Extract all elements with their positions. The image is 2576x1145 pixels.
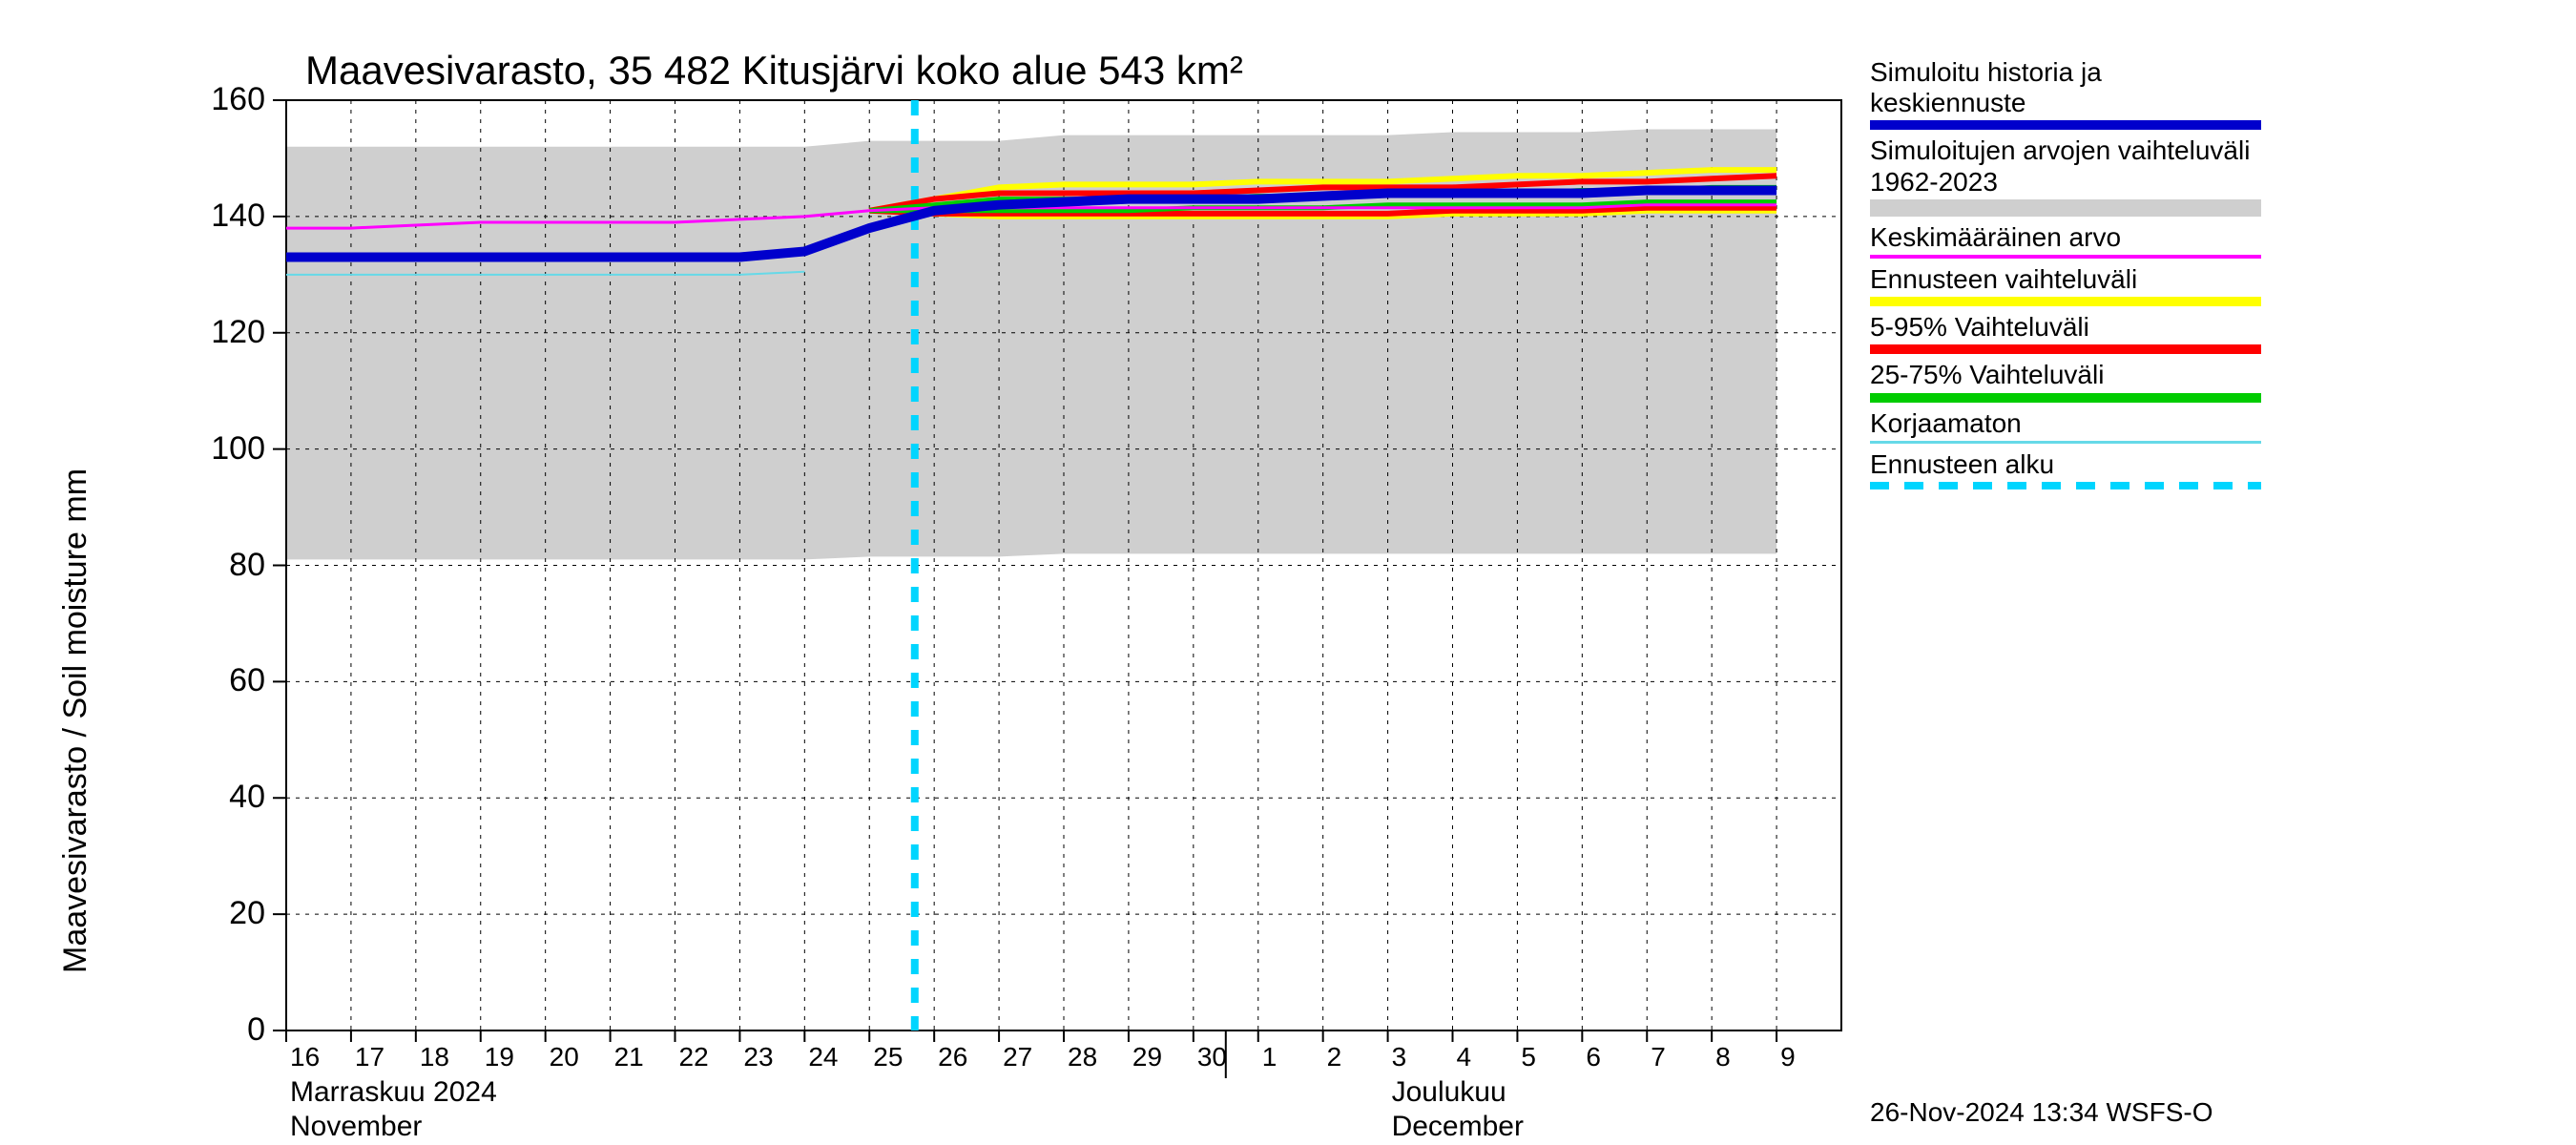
x-tick-label: 4 <box>1457 1042 1472 1072</box>
legend-label: Simuloitu historia ja keskiennuste <box>1870 57 2261 118</box>
chart-container: Maavesivarasto / Soil moisture mm Maaves… <box>0 0 2576 1145</box>
legend-label: Ennusteen vaihteluväli <box>1870 264 2261 295</box>
x-tick-label: 24 <box>808 1042 838 1072</box>
legend-label: 25-75% Vaihteluväli <box>1870 360 2261 390</box>
x-tick-label: 22 <box>679 1042 709 1072</box>
x-tick-label: 18 <box>420 1042 449 1072</box>
y-tick-label: 0 <box>179 1011 265 1049</box>
legend-label: Keskimääräinen arvo <box>1870 222 2261 253</box>
y-tick-label: 40 <box>179 779 265 816</box>
month-label: December <box>1392 1111 1524 1143</box>
y-tick-label: 120 <box>179 314 265 351</box>
legend-swatch <box>1870 199 2261 217</box>
legend-item: 5-95% Vaihteluväli <box>1870 312 2261 354</box>
legend-label: 5-95% Vaihteluväli <box>1870 312 2261 343</box>
x-tick-label: 2 <box>1327 1042 1342 1072</box>
legend-label: Ennusteen alku <box>1870 449 2261 480</box>
legend-item: Korjaamaton <box>1870 408 2261 444</box>
legend-item: Ennusteen alku <box>1870 449 2261 489</box>
x-tick-label: 9 <box>1780 1042 1796 1072</box>
x-tick-label: 25 <box>873 1042 903 1072</box>
x-tick-label: 28 <box>1068 1042 1097 1072</box>
y-tick-label: 140 <box>179 198 265 235</box>
legend-swatch <box>1870 297 2261 306</box>
x-tick-label: 5 <box>1521 1042 1536 1072</box>
x-tick-label: 1 <box>1262 1042 1278 1072</box>
y-tick-label: 160 <box>179 81 265 118</box>
x-tick-label: 3 <box>1392 1042 1407 1072</box>
footer-text: 26-Nov-2024 13:34 WSFS-O <box>1870 1097 2213 1127</box>
legend-item: Simuloitujen arvojen vaihteluväli 1962-2… <box>1870 135 2261 216</box>
legend-label: Simuloitujen arvojen vaihteluväli 1962-2… <box>1870 135 2261 197</box>
legend-item: Keskimääräinen arvo <box>1870 222 2261 259</box>
footer-timestamp: 26-Nov-2024 13:34 WSFS-O <box>1870 1097 2213 1128</box>
x-tick-label: 23 <box>743 1042 773 1072</box>
x-tick-label: 20 <box>550 1042 579 1072</box>
legend-swatch <box>1870 344 2261 354</box>
legend-label: Korjaamaton <box>1870 408 2261 439</box>
x-tick-label: 17 <box>355 1042 384 1072</box>
month-label: November <box>290 1111 422 1143</box>
legend-swatch <box>1870 255 2261 259</box>
x-tick-label: 27 <box>1003 1042 1032 1072</box>
x-tick-label: 6 <box>1586 1042 1601 1072</box>
y-tick-label: 100 <box>179 430 265 468</box>
y-tick-label: 80 <box>179 547 265 584</box>
x-tick-label: 8 <box>1715 1042 1731 1072</box>
legend: Simuloitu historia ja keskiennuste Simulo… <box>1870 57 2261 495</box>
x-tick-label: 19 <box>485 1042 514 1072</box>
legend-item: Simuloitu historia ja keskiennuste <box>1870 57 2261 130</box>
legend-item: Ennusteen vaihteluväli <box>1870 264 2261 306</box>
x-tick-label: 30 <box>1197 1042 1227 1072</box>
x-tick-label: 16 <box>290 1042 320 1072</box>
x-tick-label: 26 <box>938 1042 967 1072</box>
y-tick-label: 60 <box>179 662 265 699</box>
x-tick-label: 21 <box>614 1042 644 1072</box>
legend-item: 25-75% Vaihteluväli <box>1870 360 2261 402</box>
month-label: Joulukuu <box>1392 1076 1506 1109</box>
x-tick-label: 7 <box>1651 1042 1666 1072</box>
legend-swatch <box>1870 120 2261 130</box>
x-tick-label: 29 <box>1132 1042 1162 1072</box>
y-tick-label: 20 <box>179 895 265 932</box>
month-label: Marraskuu 2024 <box>290 1076 497 1109</box>
legend-swatch <box>1870 393 2261 403</box>
legend-swatch <box>1870 482 2261 489</box>
legend-swatch <box>1870 441 2261 444</box>
